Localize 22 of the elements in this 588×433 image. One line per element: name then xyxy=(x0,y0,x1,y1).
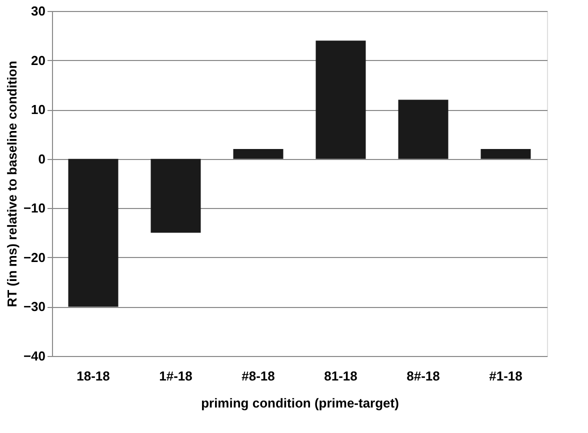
x-tick-label: 1#-18 xyxy=(159,368,192,384)
x-axis-title: priming condition (prime-target) xyxy=(201,396,399,410)
bar xyxy=(68,158,118,307)
y-tick-label: 20 xyxy=(31,52,46,68)
y-tick-label: 0 xyxy=(38,151,46,166)
bar xyxy=(233,149,284,159)
y-tick-label: 10 xyxy=(31,102,46,118)
x-tick-label: 8#-18 xyxy=(406,368,440,384)
x-tick-label: 18-18 xyxy=(76,368,110,384)
y-tick-label: 30 xyxy=(31,4,46,18)
bar xyxy=(480,149,531,159)
y-axis-title: RT (in ms) relative to baseline condition xyxy=(4,60,20,308)
y-tick-label: −40 xyxy=(23,348,46,364)
bar xyxy=(316,40,366,159)
x-tick-label: #8-18 xyxy=(242,368,275,384)
bar xyxy=(150,158,201,233)
bar xyxy=(398,100,448,159)
x-tick-label: #1-18 xyxy=(489,368,522,384)
y-tick-label: −10 xyxy=(23,200,46,216)
y-tick-label: −20 xyxy=(23,250,46,265)
y-tick-label: −30 xyxy=(23,299,46,314)
x-tick-label: 81-18 xyxy=(324,368,358,384)
